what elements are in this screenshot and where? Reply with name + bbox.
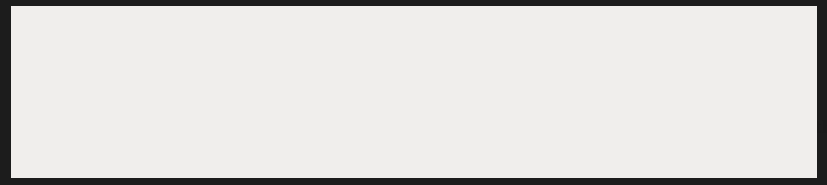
Text: in a component: in a component: [247, 39, 386, 56]
Text: Q4. The stresses at a point: Q4. The stresses at a point: [25, 39, 247, 56]
Text: component using Mohr’s Circle method.: component using Mohr’s Circle method.: [25, 161, 352, 178]
Text: intensities of normal, shear and resultant stresses on a plane inclined at an an: intensities of normal, shear and resulta…: [25, 80, 785, 97]
Text: Also find the magnitude of the maximum shear stresses in the: Also find the magnitude of the maximum s…: [284, 120, 827, 137]
Text: are 160 MPa and 60 MPa both tensile. Find the: are 160 MPa and 60 MPa both tensile. Fin…: [386, 39, 777, 56]
Text: the axis of major tensile stress.: the axis of major tensile stress.: [25, 120, 284, 137]
